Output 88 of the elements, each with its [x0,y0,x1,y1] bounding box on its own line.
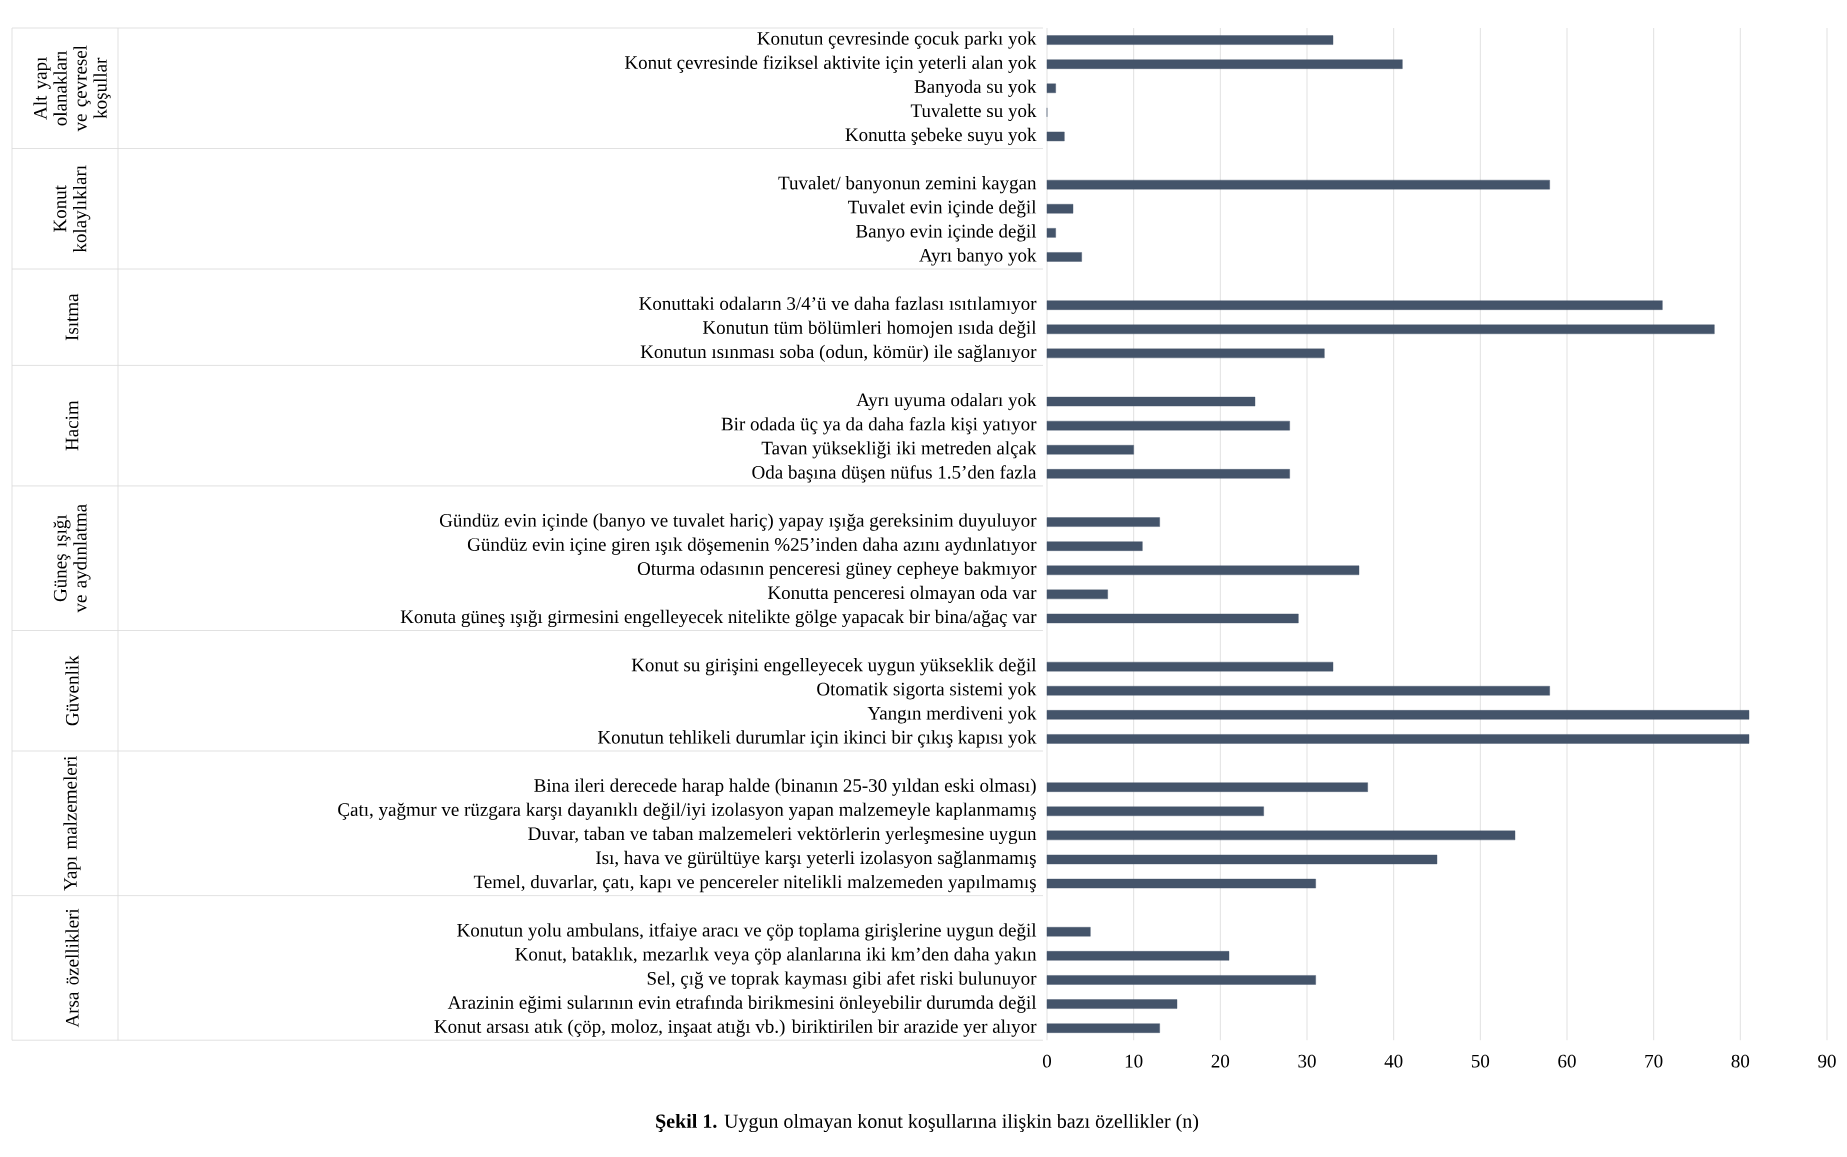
bar [1046,951,1230,961]
y-tick-label: Duvar, taban ve taban malzemeleri vektörlerin yerleşmesine uygun [528,826,1037,844]
bar [1046,252,1082,262]
x-tick-label: 10 [1125,1054,1143,1068]
bar [1046,854,1438,865]
y-tick-label: Bina ileri derecede harap halde (binanın 25-30 yıldan eski olması) [534,778,1036,796]
y-tick-label: Isı, hava ve gürültüye karşı yeterli izolasyon sağlanmamış [596,850,1036,869]
bar [1046,782,1368,792]
bar [1046,179,1550,190]
y-tick-label: Konutta şebeke suyu yok [845,127,1037,146]
bar [1046,806,1264,816]
bar [1046,517,1160,527]
text: Konut kolaylıkları [53,165,91,253]
y-tick-label: Ayrı uyuma odaları yok [856,392,1037,411]
x-tick-label: 30 [1298,1054,1316,1068]
x-tick-label: 80 [1731,1054,1750,1068]
bar [1046,710,1750,720]
x-tick-label: 40 [1384,1054,1403,1068]
y-tick-label: Temel, duvarlar, çatı, kapı ve pencereler nitelikli malzemeden yapılmamış [473,874,1036,893]
text: Güneş ışığı ve aydınlatma [53,504,91,613]
y-tick-label: Sel, çığ ve toprak kayması gibi afet riski bulunuyor [647,971,1037,989]
text: Isıtma [65,293,79,341]
bar [1046,734,1750,744]
text: Güvenlik [65,655,79,726]
y-tick-label: Tuvalet/ banyonun zemini kaygan [778,176,1037,194]
x-tick-label: 0 [1042,1054,1052,1068]
bar [1046,589,1108,600]
x-tick-label: 90 [1818,1054,1836,1068]
y-tick-label: Konutun çevresinde çocuk parkı yok [757,31,1037,49]
bar [1046,469,1290,479]
bar [1046,830,1516,841]
x-tick-label: 20 [1211,1054,1230,1068]
y-tick-label: Bir odada üç ya da daha fazla kişi yatıyor [721,416,1037,435]
bar [1046,613,1299,624]
y-tick-label: Arazinin eğimi sularının evin etrafında birikmesini önleyebilir durumda değil [447,995,1037,1013]
y-tick-label: Tavan yüksekliği iki metreden alçak [761,441,1037,459]
x-tick-label: 70 [1645,1054,1663,1068]
bar [1046,324,1715,334]
y-tick-label: Konuttaki odaların 3/4’ü ve daha fazlası ısıtılamıyor [639,296,1037,314]
y-tick-label: Gündüz evin içine giren ışık döşemenin %25’inden daha azını aydınlatıyor [467,537,1037,555]
bar [1046,927,1091,937]
y-tick-label: Konut arsası atık (çöp, moloz, inşaat atığı vb.) biriktirilen bir arazide yer alıyor [434,1019,1037,1037]
y-tick-label: Otomatik sigorta sistemi yok [817,682,1037,700]
bar [1046,59,1403,69]
y-tick-label: Yangın merdiveni yok [867,706,1037,724]
y-tick-label: Konutun tehlikeli durumlar için ikinci bir çıkış kapısı yok [597,730,1037,748]
bar [1046,445,1134,455]
text: Şekil 1. Uygun olmayan konut koşullarına ilişkin bazı özellikler (n) [656,1113,1199,1133]
bar [1046,348,1325,359]
y-tick-label: Konut çevresinde fiziksel aktivite için yeterli alan yok [624,55,1037,73]
y-tick-label: Konutun yolu ambulans, itfaiye aracı ve çöp toplama girişlerine uygun değil [457,923,1037,941]
bar [1046,300,1663,310]
bar [1046,686,1550,696]
bar [1046,999,1178,1009]
y-tick-label: Ayrı banyo yok [919,248,1037,266]
y-tick-label: Çatı, yağmur ve rüzgara karşı dayanıklı değil/iyi izolasyon yapan malzemeyle kaplanmamış [338,802,1036,820]
bar [1046,1023,1160,1033]
bar [1046,83,1056,93]
bar [1046,396,1256,407]
y-tick-label: Tuvalette su yok [910,103,1037,121]
y-tick-label: Oturma odasının penceresi güney cepheye bakmıyor [637,561,1037,579]
y-tick-label: Gündüz evin içinde (banyo ve tuvalet hariç) yapay ışığa gereksinim duyuluyor [439,513,1037,531]
bar [1046,204,1074,214]
y-tick-label: Konut, bataklık, mezarlık veya çöp alanlarına iki km’den daha yakın [515,947,1037,965]
bar [1046,565,1360,575]
y-tick-label: Konut su girişini engelleyecek uygun yükseklik değil [631,658,1037,676]
bar [1046,878,1316,889]
text: Alt yapı olanakları ve çevresel koşullar [33,45,111,132]
x-tick-label: 50 [1471,1054,1490,1068]
text: Arsa özellikleri [65,908,79,1028]
bar [1046,228,1056,238]
y-tick-label: Konutta penceresi olmayan oda var [767,585,1037,603]
text: Hacim [65,400,79,451]
bar [1046,420,1290,431]
y-tick-label: Konutun ısınması soba (odun, kömür) ile sağlanıyor [640,344,1037,362]
text: Yapı malzemeleri [63,756,81,891]
y-tick-label: Banyo evin içinde değil [856,224,1037,242]
y-tick-label: Oda başına düşen nüfus 1.5’den fazla [752,465,1037,483]
x-tick-label: 60 [1558,1054,1576,1068]
bar [1046,975,1316,985]
bar [1046,35,1334,45]
y-tick-label: Tuvalet evin içinde değil [848,200,1037,218]
bar [1046,541,1143,551]
y-tick-label: Konuta güneş ışığı girmesini engelleyecek nitelikte gölge yapacak bir bina/ağaç var [400,609,1037,628]
bar [1046,131,1065,142]
y-tick-label: Banyoda su yok [914,79,1037,97]
y-tick-label: Konutun tüm bölümleri homojen ısıda değil [702,320,1037,338]
bar [1046,661,1334,672]
